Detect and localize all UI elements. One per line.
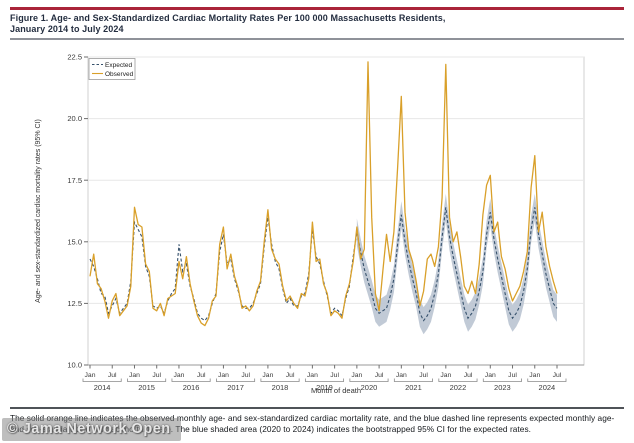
year-label: 2021 [405, 383, 422, 392]
year-label: 2016 [183, 383, 200, 392]
footnote-divider [10, 407, 624, 409]
year-bracket [127, 378, 167, 382]
year-label: 2017 [227, 383, 244, 392]
x-tick-label: Jul [508, 372, 517, 379]
y-tick-label: 12.5 [67, 299, 82, 308]
x-tick-label: Jan [396, 372, 407, 379]
year-label: 2022 [450, 383, 467, 392]
year-label: 2014 [94, 383, 111, 392]
y-tick-label: 20.0 [67, 114, 82, 123]
x-tick-label: Jul [375, 372, 384, 379]
expected-line [89, 207, 558, 322]
x-tick-label: Jan [173, 372, 184, 379]
x-tick-label: Jan [351, 372, 362, 379]
figure-footnote: The solid orange line indicates the obse… [10, 413, 615, 434]
x-tick-label: Jul [330, 372, 339, 379]
year-label: 2020 [361, 383, 378, 392]
x-tick-label: Jan [129, 372, 140, 379]
watermark: © Jama Network Open [2, 418, 181, 441]
year-bracket [82, 378, 122, 382]
x-tick-label: Jul [553, 372, 562, 379]
x-axis-title: Month of death [311, 386, 361, 395]
y-tick-label: 10.0 [67, 361, 82, 370]
x-tick-label: Jan [529, 372, 540, 379]
figure-title-line2: January 2014 to July 2024 [10, 24, 124, 34]
jama-top-rule [10, 7, 624, 10]
y-tick-label: 15.0 [67, 237, 82, 246]
legend-label-expected: Expected [105, 62, 132, 69]
year-bracket [527, 378, 567, 382]
ci-band [356, 193, 557, 335]
legend-box [88, 58, 136, 80]
year-label: 2024 [539, 383, 556, 392]
y-tick-label: 22.5 [67, 53, 82, 62]
x-tick-label: Jul [241, 372, 250, 379]
y-tick-label: 17.5 [67, 176, 82, 185]
x-tick-label: Jan [307, 372, 318, 379]
year-label: 2023 [494, 383, 511, 392]
x-tick-label: Jan [218, 372, 229, 379]
x-tick-label: Jul [464, 372, 473, 379]
y-axis-title: Age- and sex-standardized cardiac mortal… [35, 119, 42, 303]
x-tick-label: Jul [197, 372, 206, 379]
year-bracket [482, 378, 522, 382]
x-tick-label: Jul [419, 372, 428, 379]
x-tick-label: Jan [440, 372, 451, 379]
figure-title: Figure 1. Age- and Sex-Standardized Card… [10, 13, 445, 35]
cardiac-mortality-chart: 10.0 12.5 15.0 17.5 20.0 22.5 Jan Jul 2014 Jan Jul… [28, 44, 624, 402]
x-tick-label: Jan [485, 372, 496, 379]
observed-line [89, 61, 558, 327]
chart-canvas: 10.0 12.5 15.0 17.5 20.0 22.5 Jan Jul 2014 Jan Jul… [35, 53, 585, 395]
year-label: 2018 [272, 383, 289, 392]
figure-title-line1: Figure 1. Age- and Sex-Standardized Card… [10, 13, 446, 23]
year-bracket [171, 378, 211, 382]
x-tick-label: Jan [85, 372, 96, 379]
year-bracket [260, 378, 300, 382]
year-bracket [304, 378, 345, 382]
year-label: 2015 [138, 383, 155, 392]
x-tick-label: Jan [262, 372, 273, 379]
title-divider [10, 38, 624, 40]
year-bracket [349, 378, 389, 382]
x-tick-label: Jul [108, 372, 117, 379]
year-bracket [393, 378, 433, 382]
year-bracket [216, 378, 256, 382]
legend-label-observed: Observed [105, 71, 134, 78]
year-bracket [438, 378, 478, 382]
year-label: 2019 [316, 383, 333, 392]
x-tick-label: Jul [152, 372, 161, 379]
x-tick-label: Jul [286, 372, 295, 379]
